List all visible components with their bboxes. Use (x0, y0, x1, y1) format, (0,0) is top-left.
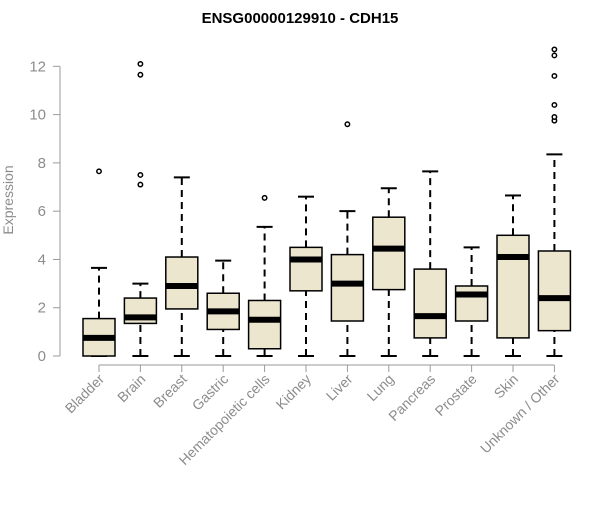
outlier-point (551, 46, 558, 53)
outlier-point (137, 71, 144, 78)
box-group (330, 121, 365, 357)
box-group (413, 170, 447, 357)
outlier-point (137, 60, 144, 67)
box-group (289, 195, 323, 357)
y-tick-label: 8 (38, 155, 46, 172)
box-group (496, 194, 530, 357)
box-group (82, 168, 116, 357)
outlier-point (96, 168, 102, 175)
box-iqr (289, 246, 323, 292)
x-tick-label: Bladder (62, 371, 108, 417)
outlier-point (551, 52, 558, 59)
box-group (165, 176, 199, 357)
outlier-point (137, 181, 144, 188)
boxplot-series (82, 46, 572, 357)
box-iqr (496, 234, 530, 339)
y-tick-label: 12 (29, 58, 46, 75)
box-group (123, 60, 158, 357)
box-group (206, 259, 240, 357)
x-tick-label: Breast (150, 371, 190, 411)
box-iqr (165, 256, 199, 310)
outlier-point (551, 73, 558, 79)
y-tick-label: 2 (38, 300, 46, 317)
outlier-point (551, 114, 558, 120)
x-tick-label: Brain (114, 371, 148, 405)
x-tick-label: Unknown / Other (477, 371, 563, 457)
box-group (454, 246, 489, 357)
y-tick-label: 6 (38, 203, 46, 220)
box-iqr (454, 285, 489, 322)
box-iqr (247, 299, 282, 350)
y-axis: 0 2 4 6 8 10 12 (29, 58, 61, 365)
box-iqr (413, 268, 447, 339)
box-iqr (372, 216, 406, 291)
box-group (247, 194, 282, 357)
x-tick-label: Prostate (432, 371, 480, 419)
outlier-point (344, 121, 351, 128)
box-iqr (537, 250, 572, 332)
box-group (537, 46, 572, 357)
y-axis-label: Expression (0, 165, 16, 234)
y-tick-label: 4 (38, 251, 46, 268)
outlier-point (137, 171, 144, 178)
x-tick-label: Liver (323, 371, 356, 404)
outlier-point (261, 194, 268, 201)
x-tick-label: Skin (491, 371, 522, 402)
y-tick-label: 0 (38, 348, 46, 365)
x-tick-label: Lung (364, 371, 397, 404)
x-tick-label: Kidney (273, 371, 315, 413)
outlier-point (551, 101, 558, 108)
chart-title: ENSG00000129910 - CDH15 (202, 10, 399, 27)
box-iqr (330, 253, 365, 322)
box-group (372, 187, 406, 357)
y-tick-label: 10 (29, 107, 46, 124)
